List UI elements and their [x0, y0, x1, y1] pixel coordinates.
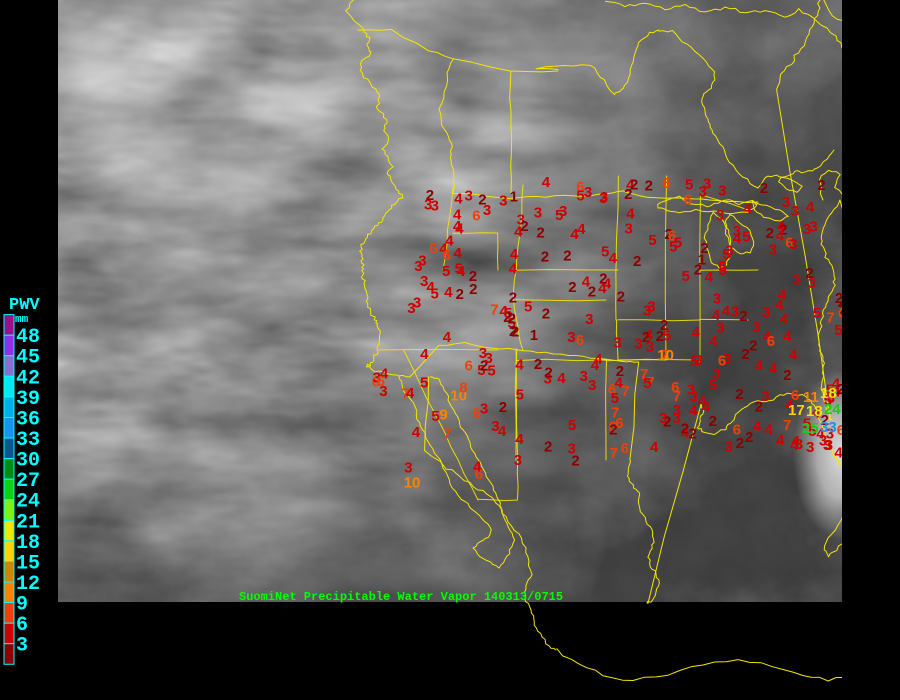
svg-text:9: 9	[16, 594, 28, 617]
svg-text:39: 39	[16, 388, 40, 411]
svg-text:42: 42	[16, 367, 40, 390]
svg-text:24: 24	[16, 491, 40, 514]
svg-text:21: 21	[16, 511, 40, 534]
svg-text:15: 15	[16, 552, 40, 575]
svg-text:mm: mm	[15, 314, 29, 326]
svg-text:3: 3	[16, 635, 28, 658]
svg-text:30: 30	[16, 450, 40, 473]
svg-text:33: 33	[16, 429, 40, 452]
svg-text:45: 45	[16, 347, 40, 370]
svg-text:12: 12	[16, 573, 40, 596]
svg-text:PWV: PWV	[9, 296, 40, 315]
